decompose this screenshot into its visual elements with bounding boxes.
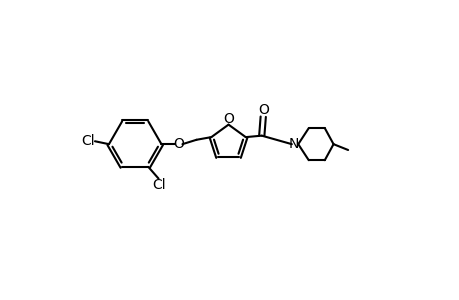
Text: O: O — [173, 137, 184, 151]
Text: O: O — [223, 112, 234, 126]
Text: Cl: Cl — [151, 178, 165, 192]
Text: N: N — [288, 137, 299, 151]
Text: O: O — [257, 103, 268, 117]
Text: Cl: Cl — [81, 134, 94, 148]
